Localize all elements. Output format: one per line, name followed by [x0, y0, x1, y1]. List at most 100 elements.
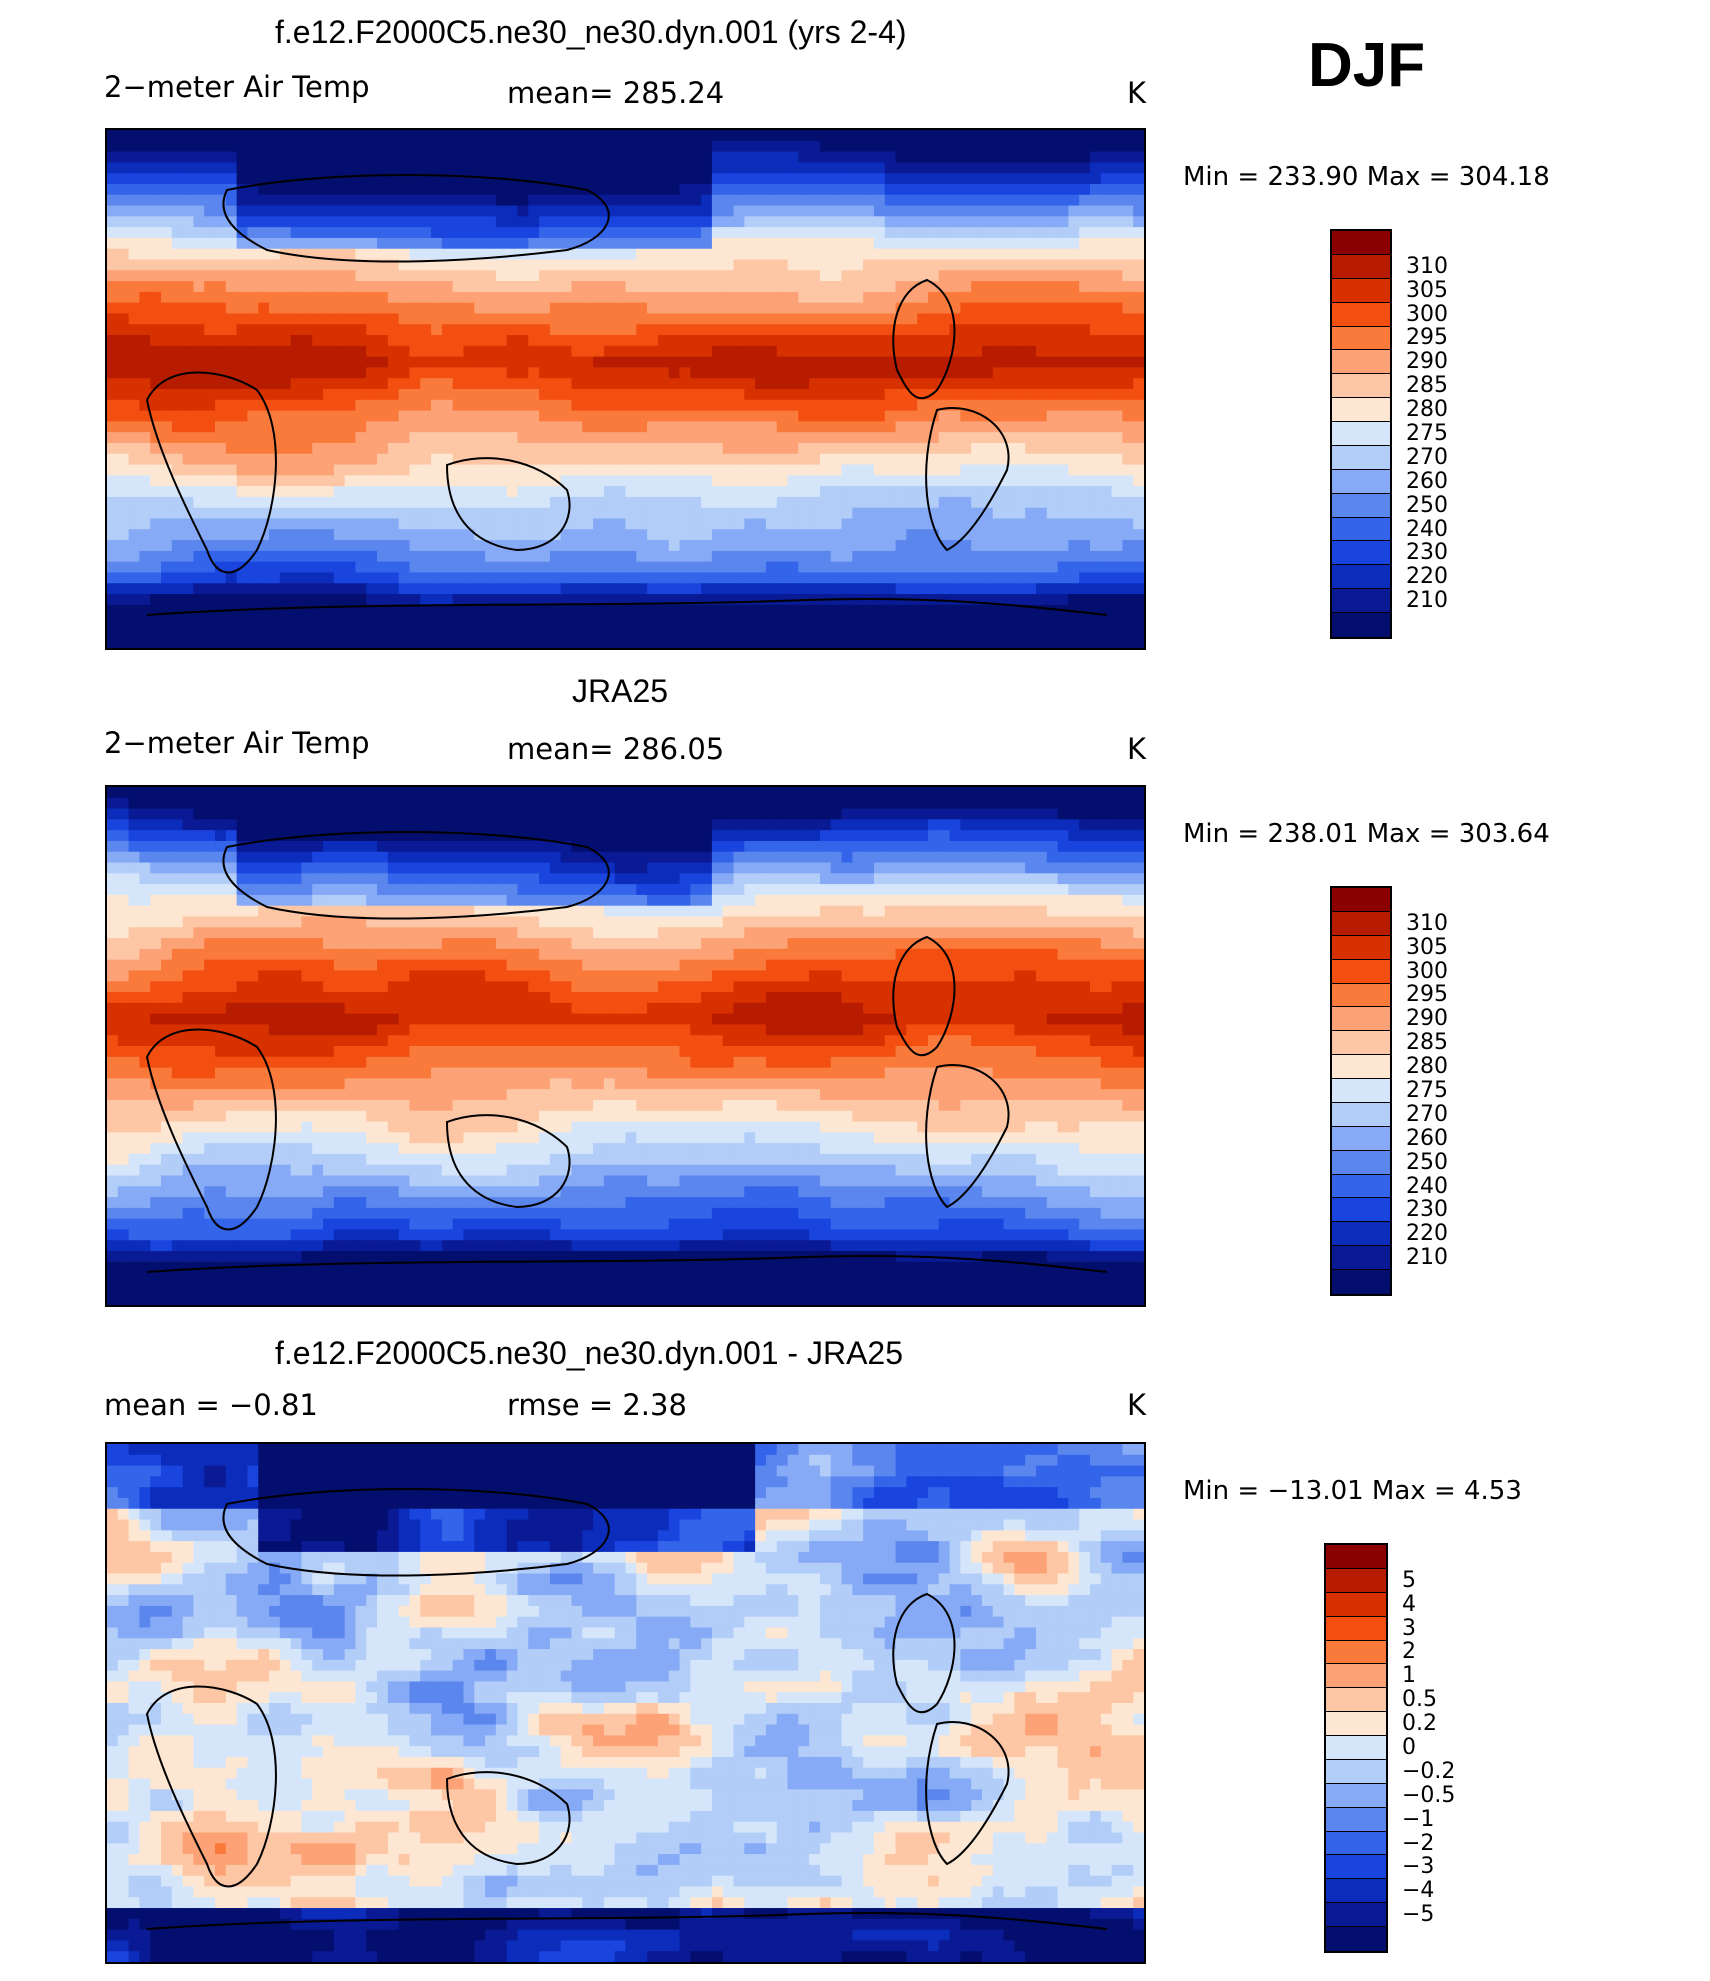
panel-1-title: f.e12.F2000C5.ne30_ne30.dyn.001 (yrs 2-4…: [275, 14, 907, 50]
coastline: [445, 1771, 571, 1866]
coastline: [145, 1685, 277, 1888]
colorbar-tick-label: −0.5: [1402, 1782, 1456, 1808]
colorbar-swatch: [1326, 1688, 1386, 1713]
panel-3-mean-label: mean = −0.81: [104, 1388, 318, 1422]
colorbar-tick-label: 290: [1406, 349, 1448, 375]
colorbar-tick-label: 5: [1402, 1567, 1416, 1593]
colorbar-tick-label: 280: [1406, 1054, 1448, 1080]
colorbar-tick-label: 305: [1406, 277, 1448, 303]
colorbar-tick-label: 4: [1402, 1591, 1416, 1617]
colorbar-swatch: [1326, 1855, 1386, 1880]
colorbar-tick-label: 310: [1406, 910, 1448, 936]
panel-3-minmax: Min = −13.01 Max = 4.53: [1183, 1476, 1522, 1506]
colorbar-tick-label: 305: [1406, 934, 1448, 960]
colorbar-swatch: [1332, 911, 1390, 936]
colorbar-tick-label: 270: [1406, 444, 1448, 470]
colorbar-swatch: [1332, 1031, 1390, 1056]
colorbar-swatch: [1332, 935, 1390, 960]
colorbar-swatch: [1326, 1879, 1386, 1904]
coastline: [222, 1488, 610, 1577]
coastline: [925, 1064, 1010, 1209]
colorbar-swatch: [1332, 983, 1390, 1008]
panel-2-colorbar: [1330, 886, 1392, 1296]
colorbar-tick-label: 210: [1406, 588, 1448, 614]
colorbar-swatch: [1326, 1592, 1386, 1617]
coastline: [892, 935, 956, 1057]
coastline: [222, 174, 610, 263]
coastline: [925, 407, 1010, 552]
colorbar-tick-label: 240: [1406, 1173, 1448, 1199]
colorbar-swatch: [1332, 326, 1390, 351]
coastline: [445, 1114, 571, 1209]
colorbar-tick-label: 3: [1402, 1615, 1416, 1641]
panel-2-title: JRA25: [572, 673, 669, 709]
colorbar-tick-label: 310: [1406, 253, 1448, 279]
colorbar-swatch: [1332, 422, 1390, 446]
colorbar-swatch: [1332, 1102, 1390, 1127]
colorbar-swatch: [1326, 1736, 1386, 1760]
colorbar-swatch: [1332, 374, 1390, 399]
panel-1-unit-label: K: [1127, 76, 1147, 110]
season-label: DJF: [1308, 31, 1426, 100]
colorbar-swatch: [1326, 1616, 1386, 1641]
colorbar-tick-label: 220: [1406, 1221, 1448, 1247]
colorbar-tick-label: −4: [1402, 1878, 1435, 1904]
colorbar-tick-label: 0.5: [1402, 1687, 1437, 1713]
colorbar-swatch: [1326, 1664, 1386, 1689]
colorbar-tick-label: −2: [1402, 1830, 1435, 1856]
colorbar-tick-label: 275: [1406, 1078, 1448, 1103]
colorbar-tick-label: 210: [1406, 1245, 1448, 1271]
coastline: [925, 1721, 1010, 1866]
colorbar-swatch: [1332, 1126, 1390, 1151]
colorbar-swatch: [1332, 517, 1390, 542]
colorbar-tick-label: −1: [1402, 1806, 1435, 1832]
coastline: [146, 1255, 1108, 1273]
colorbar-tick-label: 285: [1406, 1030, 1448, 1056]
colorbar-swatch: [1332, 1222, 1390, 1247]
panel-3-title: f.e12.F2000C5.ne30_ne30.dyn.001 - JRA25: [275, 1335, 904, 1371]
colorbar-swatch: [1332, 1079, 1390, 1103]
colorbar-swatch: [1332, 888, 1390, 912]
colorbar-swatch: [1332, 302, 1390, 327]
panel-1-map: [105, 128, 1146, 650]
diff-field-plot: [107, 1444, 1144, 1962]
colorbar-swatch: [1332, 1270, 1390, 1294]
colorbar-tick-label: 220: [1406, 564, 1448, 590]
colorbar-swatch: [1332, 398, 1390, 422]
colorbar-swatch: [1332, 350, 1390, 375]
colorbar-swatch: [1332, 1055, 1390, 1079]
coastline: [892, 278, 956, 400]
colorbar-tick-label: 285: [1406, 373, 1448, 399]
panel-1-mean-label: mean= 285.24: [507, 76, 725, 110]
colorbar-swatch: [1332, 469, 1390, 494]
panel-3-unit-label: K: [1127, 1388, 1147, 1422]
colorbar-tick-label: 250: [1406, 492, 1448, 518]
coastline: [892, 1592, 956, 1714]
colorbar-tick-label: 260: [1406, 1125, 1448, 1151]
colorbar-swatch: [1332, 613, 1390, 637]
panel-2-minmax: Min = 238.01 Max = 303.64: [1183, 819, 1550, 849]
colorbar-swatch: [1332, 541, 1390, 566]
colorbar-swatch: [1332, 445, 1390, 470]
colorbar-swatch: [1332, 565, 1390, 590]
colorbar-swatch: [1326, 1783, 1386, 1808]
colorbar-tick-label: 260: [1406, 468, 1448, 494]
panel-1-minmax: Min = 233.90 Max = 304.18: [1183, 162, 1550, 192]
colorbar-tick-label: 295: [1406, 982, 1448, 1008]
panel-2-mean-label: mean= 286.05: [507, 732, 725, 766]
panel-1-variable-label: 2−meter Air Temp: [104, 70, 370, 104]
colorbar-tick-label: 300: [1406, 301, 1448, 327]
colorbar-swatch: [1332, 1150, 1390, 1175]
colorbar-swatch: [1326, 1568, 1386, 1593]
colorbar-tick-label: 230: [1406, 1197, 1448, 1223]
colorbar-tick-label: 280: [1406, 397, 1448, 423]
colorbar-swatch: [1326, 1545, 1386, 1569]
colorbar-swatch: [1332, 493, 1390, 518]
coastline: [445, 457, 571, 552]
colorbar-swatch: [1326, 1807, 1386, 1832]
colorbar-swatch: [1332, 1007, 1390, 1032]
panel-3-map: [105, 1442, 1146, 1964]
coastline: [145, 371, 277, 574]
colorbar-tick-label: 270: [1406, 1101, 1448, 1127]
model-field-plot: [107, 130, 1144, 648]
